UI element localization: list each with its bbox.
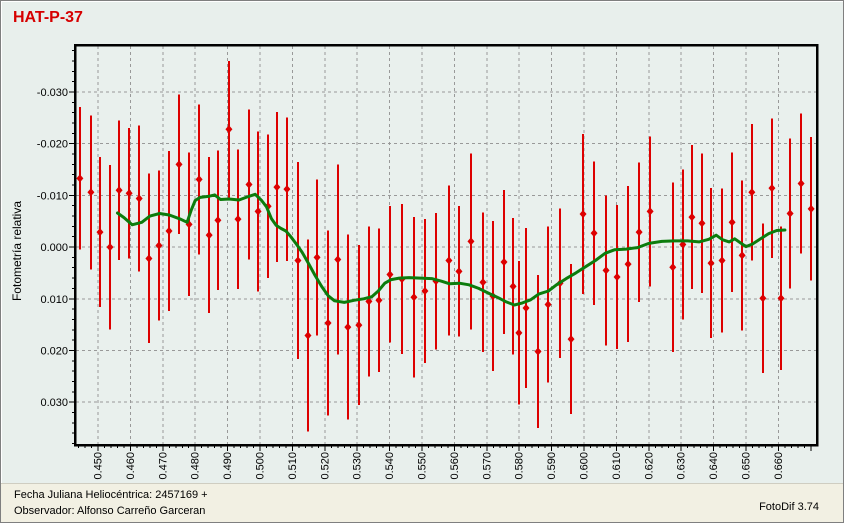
svg-text:0.490: 0.490	[222, 452, 234, 480]
svg-text:0.550: 0.550	[417, 452, 429, 480]
x-tick-labels: 0.450 0.460 0.470 0.480 0.490 0.500 0.510 0.520…	[93, 452, 785, 480]
svg-text:0.600: 0.600	[579, 452, 591, 480]
svg-text:0.640: 0.640	[708, 452, 720, 480]
light-curve-plot: 0.450 0.460 0.470 0.480 0.490 0.500 0.510 0.520…	[37, 43, 819, 480]
smoothed-line	[116, 192, 787, 307]
chart-title: HAT-P-37	[13, 9, 83, 26]
svg-text:0.520: 0.520	[319, 452, 331, 480]
data-points	[76, 125, 815, 356]
svg-text:0.650: 0.650	[741, 452, 753, 480]
svg-text:0.510: 0.510	[287, 452, 299, 480]
svg-text:0.460: 0.460	[125, 452, 137, 480]
plot-background	[76, 46, 816, 444]
svg-text:-0.010: -0.010	[37, 190, 68, 202]
svg-text:0.530: 0.530	[352, 452, 364, 480]
svg-text:-0.020: -0.020	[37, 139, 68, 151]
svg-text:0.540: 0.540	[384, 452, 396, 480]
svg-text:0.000: 0.000	[40, 242, 68, 254]
svg-text:0.620: 0.620	[643, 452, 655, 480]
svg-text:0.610: 0.610	[611, 452, 623, 480]
svg-text:0.020: 0.020	[40, 345, 68, 357]
svg-text:0.010: 0.010	[40, 294, 68, 306]
svg-text:0.560: 0.560	[449, 452, 461, 480]
footer: Fecha Juliana Heliocéntrica: 2457169 + O…	[1, 483, 843, 522]
plot-border	[73, 43, 819, 447]
svg-text:0.500: 0.500	[255, 452, 267, 480]
svg-text:0.030: 0.030	[40, 397, 68, 409]
svg-text:0.570: 0.570	[481, 452, 493, 480]
svg-text:0.660: 0.660	[773, 452, 785, 480]
svg-text:0.480: 0.480	[190, 452, 202, 480]
julian-date-label: Fecha Juliana Heliocéntrica: 2457169 +	[14, 489, 208, 501]
svg-text:-0.030: -0.030	[37, 87, 68, 99]
y-tick-labels: -0.030 -0.020 -0.010 0.000 0.010 0.020 0.030	[37, 87, 68, 409]
svg-text:0.580: 0.580	[514, 452, 526, 480]
observer-label: Observador: Alfonso Carreño Garceran	[14, 505, 206, 517]
footer-left: Fecha Juliana Heliocéntrica: 2457169 + O…	[14, 487, 208, 519]
svg-text:0.630: 0.630	[676, 452, 688, 480]
svg-text:0.470: 0.470	[157, 452, 169, 480]
svg-text:0.590: 0.590	[546, 452, 558, 480]
app-version-label: FotoDif 3.74	[759, 501, 819, 513]
svg-text:0.450: 0.450	[93, 452, 105, 480]
